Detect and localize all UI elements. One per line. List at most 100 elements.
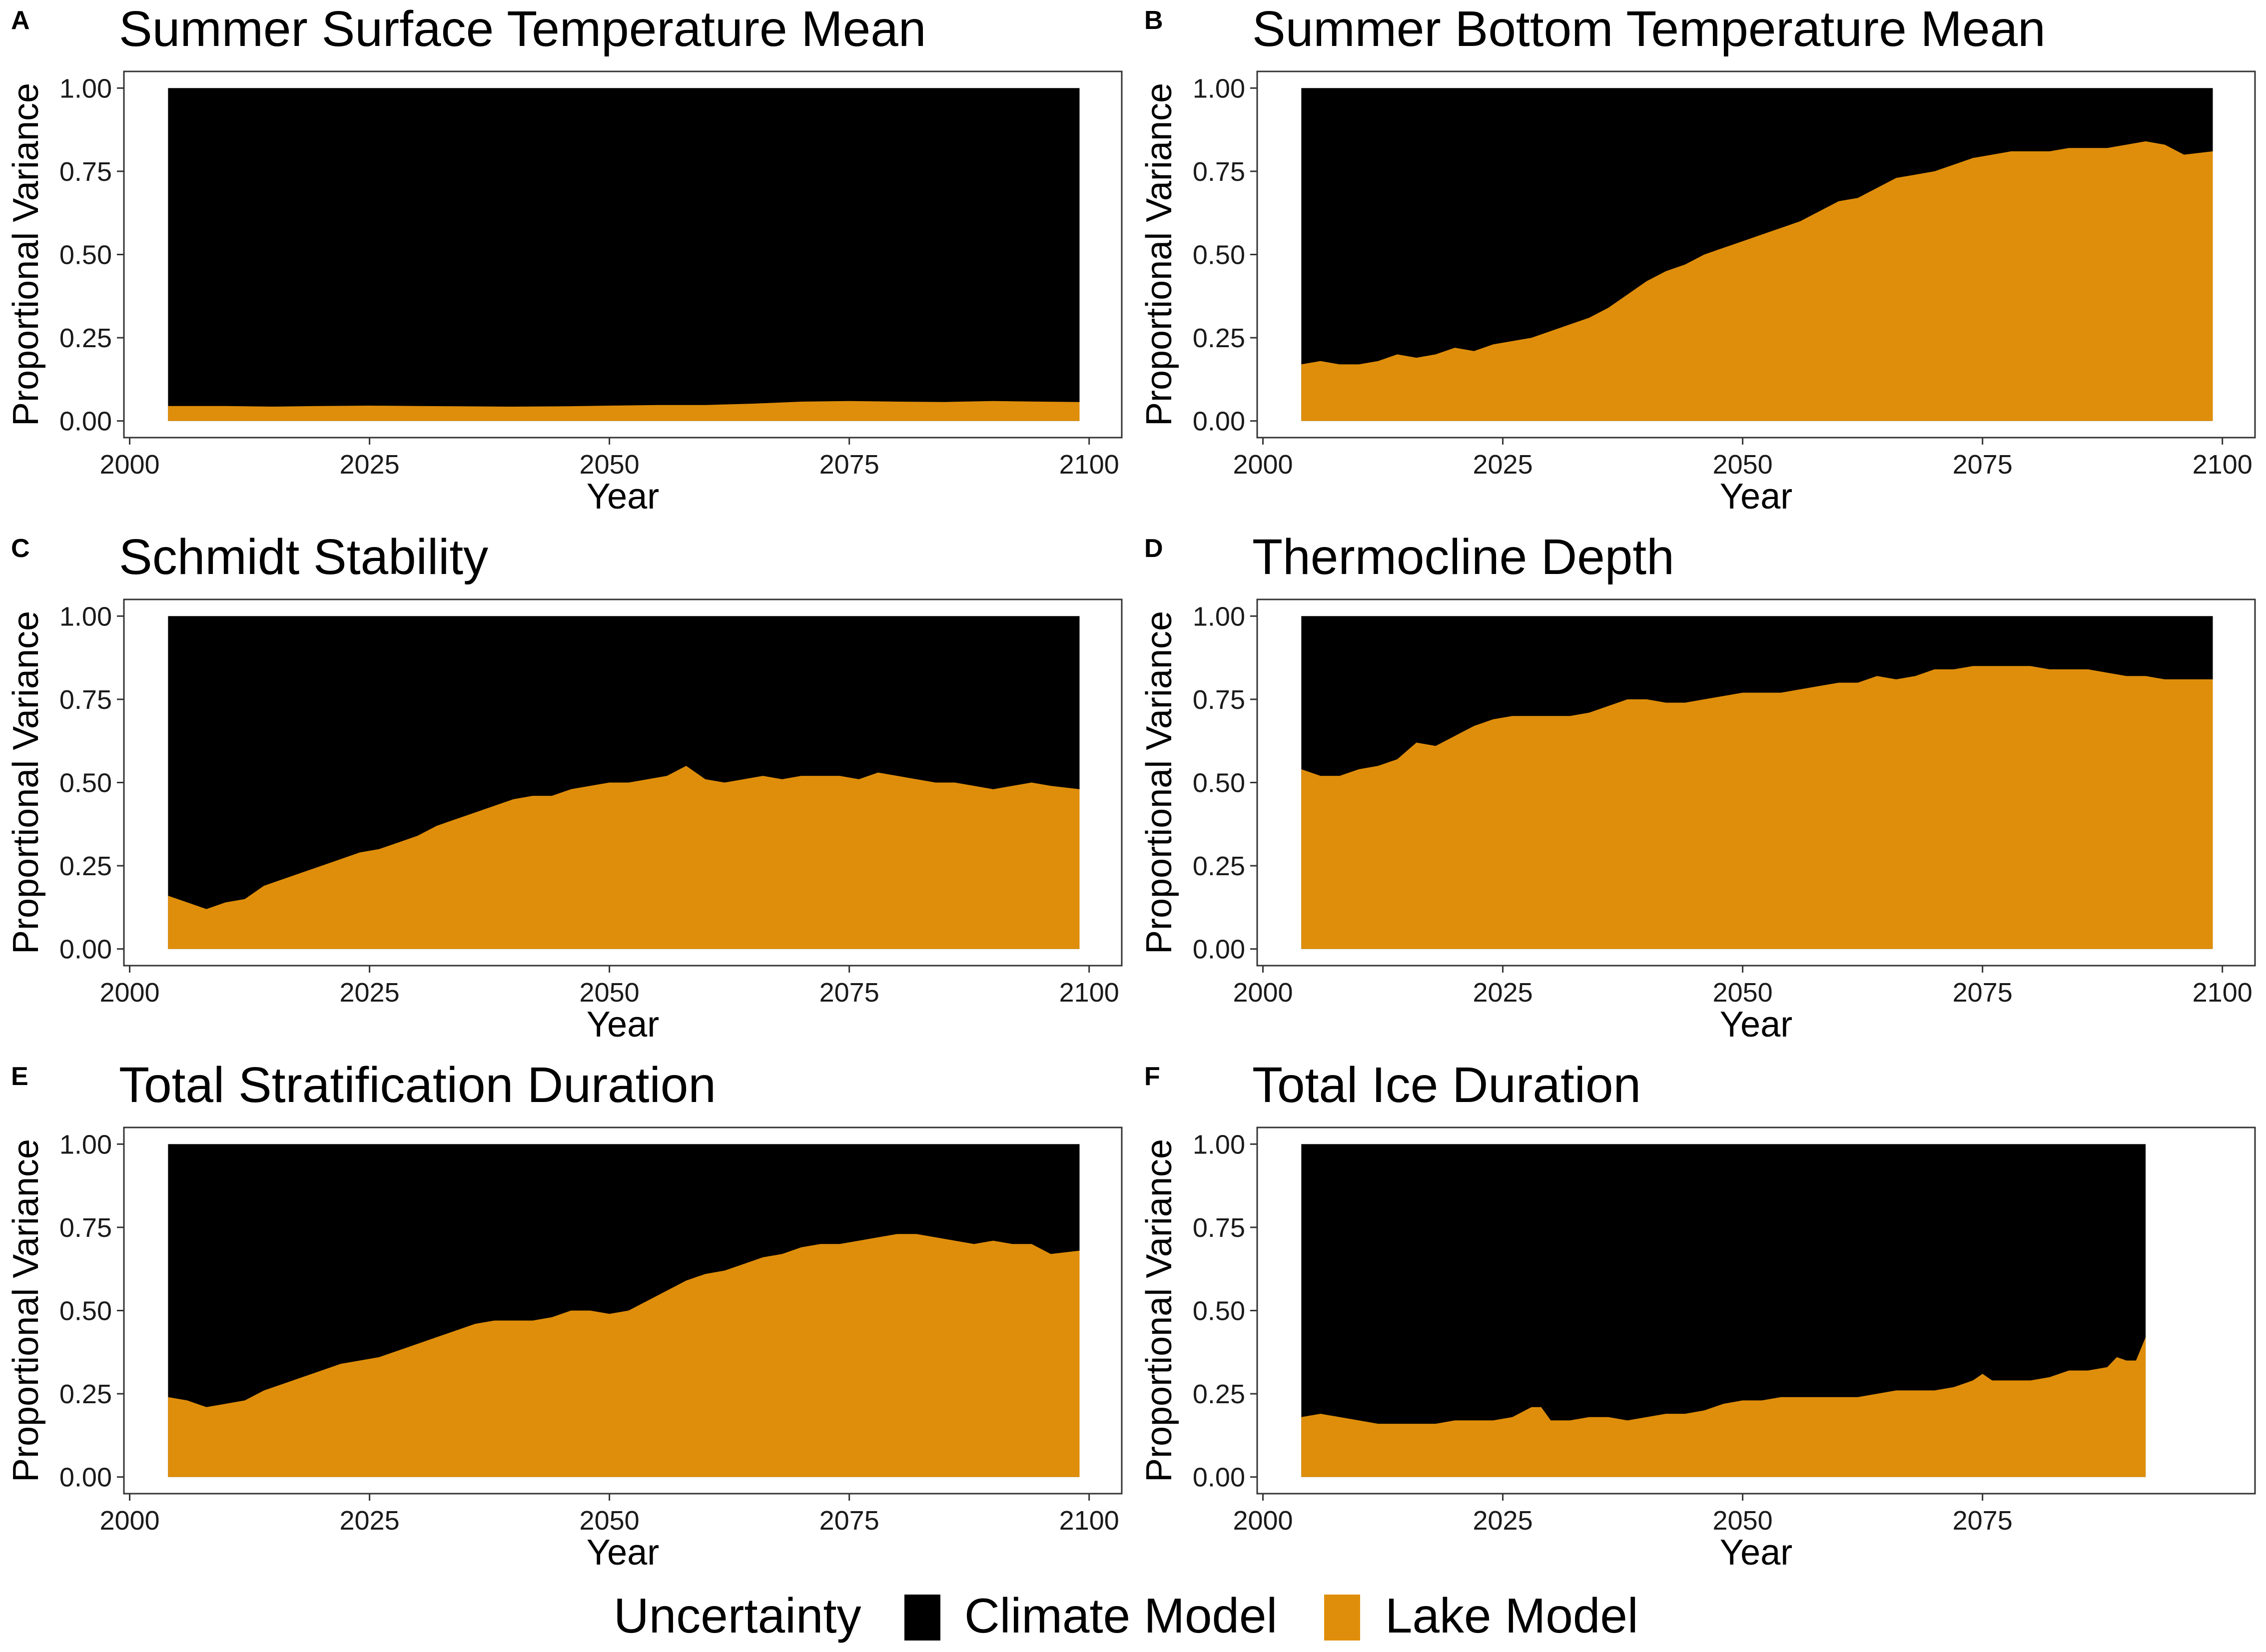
x-tick-label: 2100 (1059, 978, 1119, 1008)
y-tick-label: 0.75 (59, 1213, 112, 1243)
area-lake-model (168, 1234, 1080, 1477)
y-axis-title: Proportional Variance (6, 1139, 46, 1482)
x-tick-label: 2075 (1953, 978, 2013, 1008)
y-tick-label: 1.00 (59, 73, 112, 103)
legend-label-lake-model: Lake Model (1385, 1588, 1638, 1643)
panel-letter: E (11, 1062, 28, 1091)
x-tick-label: 2025 (339, 450, 399, 480)
x-tick-label: 2000 (99, 978, 159, 1008)
x-tick-label: 2000 (99, 450, 159, 480)
y-tick-label: 0.00 (1193, 1463, 1245, 1493)
panel-title: Schmidt Stability (119, 529, 488, 585)
x-tick-label: 2100 (2193, 450, 2253, 480)
x-tick-label: 2075 (819, 978, 879, 1008)
x-tick-label: 2075 (1953, 1506, 2013, 1536)
area-lake-model (1301, 666, 2213, 949)
y-tick-label: 0.50 (1193, 1296, 1245, 1326)
panel-c: C Schmidt Stability 0.00 0.25 0.50 0.75 1.00 20… (6, 529, 1123, 1045)
y-tick-label: 0.50 (1193, 768, 1245, 798)
panel-letter: B (1144, 6, 1163, 35)
panel-title: Total Ice Duration (1252, 1057, 1641, 1113)
y-tick-label: 0.75 (59, 157, 112, 187)
x-tick-label: 2100 (1059, 450, 1119, 480)
y-tick-label: 1.00 (59, 1129, 112, 1159)
x-axis-title: Year (587, 1005, 659, 1045)
legend: Uncertainty Climate Model Lake Model (614, 1588, 1638, 1643)
x-tick-label: 2050 (580, 1506, 640, 1536)
x-tick-label: 2100 (2193, 978, 2253, 1008)
x-tick-label: 2050 (580, 978, 640, 1008)
x-tick-label: 2075 (1953, 450, 2013, 480)
x-tick-label: 2000 (99, 1506, 159, 1536)
y-axis-title: Proportional Variance (1139, 1139, 1179, 1482)
y-axis-title: Proportional Variance (6, 83, 46, 426)
x-tick-label: 2075 (819, 1506, 879, 1536)
area-lake-model (168, 766, 1080, 949)
y-tick-label: 1.00 (1193, 1129, 1245, 1159)
y-tick-label: 0.25 (59, 851, 112, 881)
legend-label-climate-model: Climate Model (964, 1588, 1277, 1643)
x-axis-title: Year (587, 1533, 659, 1573)
panel-f: F Total Ice Duration 0.00 0.25 0.50 0.75 1.00 2… (1139, 1057, 2256, 1573)
panel-b: B Summer Bottom Temperature Mean 0.00 0.25 0… (1139, 1, 2256, 517)
panel-e: E Total Stratification Duration 0.00 0.25 0.… (6, 1057, 1123, 1573)
x-tick-label: 2050 (1713, 978, 1773, 1008)
x-axis-title: Year (1720, 1005, 1792, 1045)
legend-title: Uncertainty (614, 1588, 861, 1643)
panel-title: Summer Bottom Temperature Mean (1252, 1, 2046, 57)
y-tick-label: 0.25 (59, 323, 112, 353)
x-axis-title: Year (1720, 477, 1792, 517)
y-tick-label: 0.50 (1193, 240, 1245, 270)
x-tick-label: 2000 (1233, 978, 1293, 1008)
y-tick-label: 0.00 (59, 935, 112, 965)
y-tick-label: 0.25 (1193, 1379, 1245, 1409)
panels: A Summer Surface Temperature Mean 0.00 0.25… (6, 1, 2256, 1573)
panel-letter: A (11, 6, 30, 35)
panel-title: Summer Surface Temperature Mean (119, 1, 926, 57)
y-axis-title: Proportional Variance (1139, 83, 1179, 426)
x-tick-label: 2075 (819, 450, 879, 480)
y-axis-title: Proportional Variance (1139, 611, 1179, 954)
x-tick-label: 2050 (580, 450, 640, 480)
panel-a: A Summer Surface Temperature Mean 0.00 0.25… (6, 1, 1123, 517)
area-climate-model (168, 88, 1080, 421)
x-tick-label: 2025 (339, 978, 399, 1008)
panel-letter: D (1144, 534, 1163, 563)
x-axis-title: Year (1720, 1533, 1792, 1573)
y-tick-label: 0.00 (1193, 935, 1245, 965)
x-tick-label: 2025 (1473, 450, 1532, 480)
x-tick-label: 2100 (1059, 1506, 1119, 1536)
x-tick-label: 2025 (1473, 978, 1532, 1008)
panel-d: D Thermocline Depth 0.00 0.25 0.50 0.75 1.00 20… (1139, 529, 2256, 1045)
y-tick-label: 0.00 (59, 407, 112, 437)
area-lake-model (168, 401, 1080, 421)
y-tick-label: 1.00 (1193, 601, 1245, 631)
y-tick-label: 0.25 (59, 1379, 112, 1409)
y-tick-label: 0.00 (59, 1463, 112, 1493)
y-tick-label: 0.50 (59, 240, 112, 270)
x-tick-label: 2025 (1473, 1506, 1532, 1536)
y-tick-label: 0.75 (1193, 1213, 1245, 1243)
y-tick-label: 0.75 (1193, 685, 1245, 715)
x-tick-label: 2025 (339, 1506, 399, 1536)
y-tick-label: 0.00 (1193, 407, 1245, 437)
panel-title: Total Stratification Duration (119, 1057, 716, 1113)
x-tick-label: 2000 (1233, 450, 1293, 480)
y-tick-label: 0.50 (59, 1296, 112, 1326)
y-tick-label: 0.75 (59, 685, 112, 715)
x-tick-label: 2050 (1713, 450, 1773, 480)
y-tick-label: 1.00 (59, 601, 112, 631)
y-tick-label: 0.25 (1193, 851, 1245, 881)
x-tick-label: 2050 (1713, 1506, 1773, 1536)
y-axis-title: Proportional Variance (6, 611, 46, 954)
x-tick-label: 2000 (1233, 1506, 1293, 1536)
legend-swatch-climate-model (904, 1595, 940, 1641)
y-tick-label: 1.00 (1193, 73, 1245, 103)
legend-swatch-lake-model (1324, 1595, 1360, 1641)
y-tick-label: 0.25 (1193, 323, 1245, 353)
panel-letter: F (1144, 1062, 1160, 1091)
panel-title: Thermocline Depth (1252, 529, 1674, 585)
y-tick-label: 0.75 (1193, 157, 1245, 187)
x-axis-title: Year (587, 477, 659, 517)
